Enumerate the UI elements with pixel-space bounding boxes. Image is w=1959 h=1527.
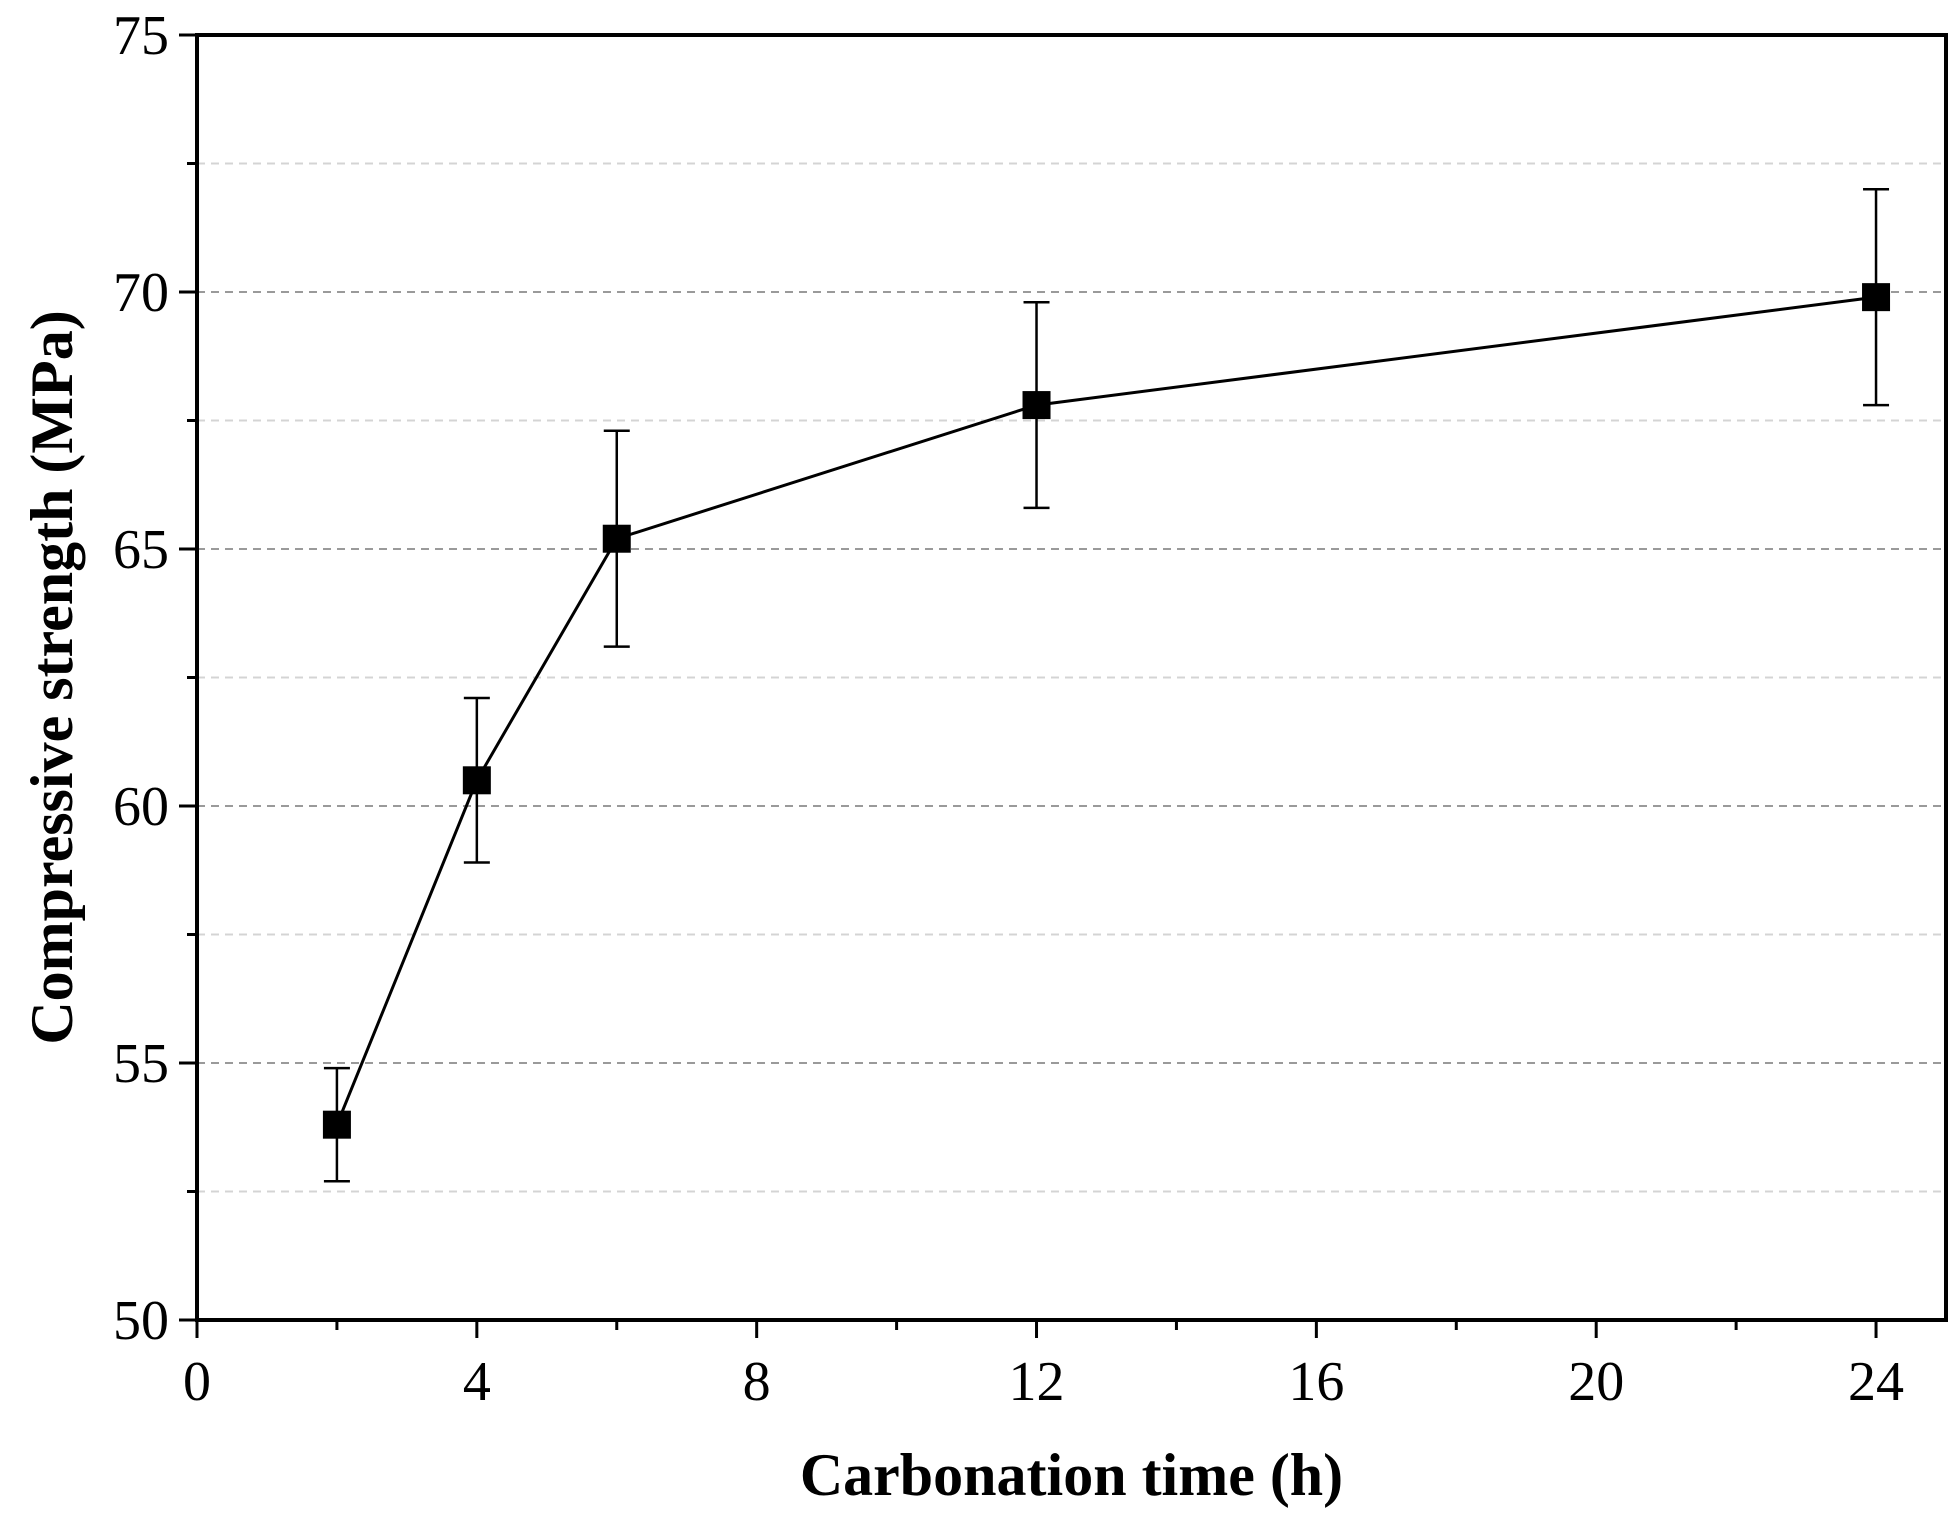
data-point xyxy=(1862,283,1891,312)
data-point xyxy=(462,766,491,795)
grid-lines xyxy=(197,162,1946,1193)
x-tick-label: 0 xyxy=(183,1351,211,1413)
y-tick-label: 50 xyxy=(113,1290,169,1352)
y-tick-label: 65 xyxy=(113,519,169,581)
axes: 0 4 8 12 16 20 24 50 55 60 65 70 75 xyxy=(113,5,1948,1413)
axis-labels: Carbonation time (h) Compressive strengt… xyxy=(19,310,1343,1508)
data-point xyxy=(322,1110,351,1139)
x-tick-label: 8 xyxy=(743,1351,771,1413)
x-tick-label: 12 xyxy=(1009,1351,1065,1413)
x-tick-label: 4 xyxy=(463,1351,491,1413)
y-tick-label: 75 xyxy=(113,5,169,67)
x-tick-label: 24 xyxy=(1848,1351,1904,1413)
x-tick-label: 16 xyxy=(1288,1351,1344,1413)
y-tick-label: 70 xyxy=(113,262,169,324)
x-axis-title: Carbonation time (h) xyxy=(800,1442,1343,1508)
y-tick-label: 55 xyxy=(113,1033,169,1095)
data-point xyxy=(1022,391,1051,420)
y-axis-title: Compressive strength (MPa) xyxy=(19,310,85,1044)
data-series xyxy=(322,187,1891,1183)
data-point xyxy=(602,524,631,553)
y-tick-label: 60 xyxy=(113,776,169,838)
x-tick-label: 20 xyxy=(1568,1351,1624,1413)
